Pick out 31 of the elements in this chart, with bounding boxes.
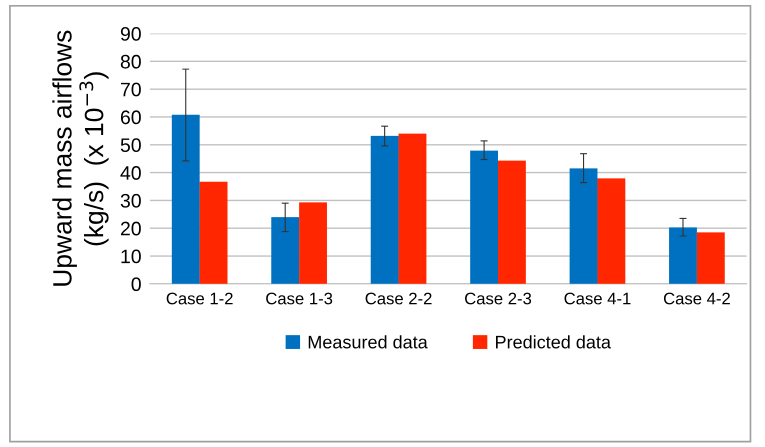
bar [398,134,426,284]
bar [172,114,200,284]
y-axis-title: Upward mass airflows (kg/s) (x 10$^{−3}$) [52,30,109,286]
x-tick-label: Case 4-1 [564,292,630,304]
x-tick-label: Case 1-2 [166,292,233,304]
y-tick-label: 90 [120,26,141,41]
y-tick-label: 80 [120,54,141,69]
x-tick-label: Case 2-2 [366,292,432,304]
bar [669,227,697,284]
y-tick-label: 0 [132,277,141,292]
bar [299,202,327,284]
y-tick-label: 30 [120,194,141,208]
bar [498,160,526,284]
bar [696,232,725,284]
y-tick-label: 60 [120,110,141,124]
legend-label: Predicted data [496,335,611,348]
y-tick-label: 40 [120,166,141,180]
x-tick-label: Case 2-3 [465,292,532,304]
x-tick-label: Case 4-2 [664,292,730,304]
y-tick-label: 50 [120,138,141,152]
y-tick-label: 20 [120,222,141,236]
bar [470,150,498,284]
bar [370,136,399,284]
bar [570,168,598,284]
y-tick-label: 70 [120,82,141,96]
y-tick-label: 10 [121,250,141,264]
x-tick-label: Case 1-3 [266,292,332,304]
bar [200,182,228,284]
legend-label: Measured data [308,335,428,348]
bar [597,178,626,284]
bar [271,217,300,284]
